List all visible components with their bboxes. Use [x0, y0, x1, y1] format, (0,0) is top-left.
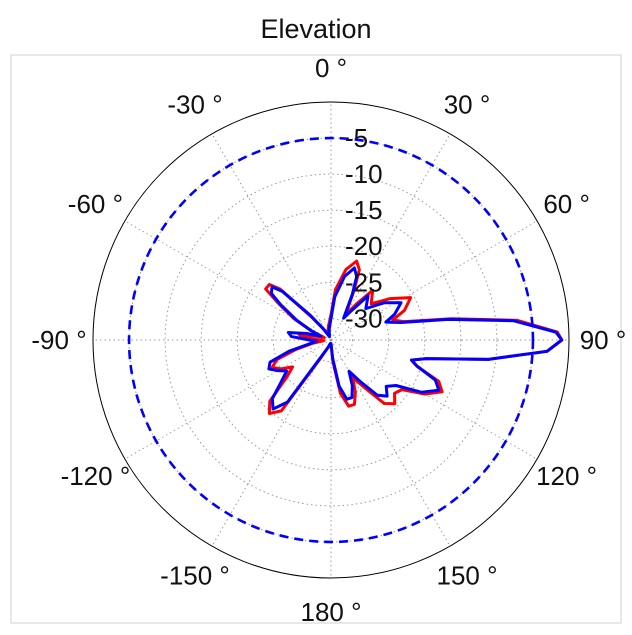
series-layer [127, 136, 564, 544]
series-line-1 [267, 266, 564, 411]
radial-tick-label-3: -20 [345, 231, 383, 261]
angle-spoke-2 [330, 220, 538, 341]
angle-spoke-5 [330, 339, 451, 547]
label-layer: 0 ° 30 ° 60 ° 90 ° 120 ° 150 ° 180 ° -150 ° -120… [31, 53, 626, 627]
angle-tick-label-1: 30 ° [444, 89, 491, 119]
angle-tick-label-2: 60 ° [543, 189, 590, 219]
outer-boundary-circle [92, 101, 570, 579]
radial-grid-circle-3 [236, 245, 426, 435]
angle-spoke-8 [124, 339, 332, 460]
angle-tick-label-9: -90 ° [31, 325, 86, 355]
angle-tick-label-7: -150 ° [160, 561, 230, 591]
series-dashed-reference [127, 136, 535, 544]
angle-spoke-7 [211, 339, 332, 547]
angle-tick-label-0: 0 ° [315, 53, 347, 83]
angle-tick-label-5: 150 ° [436, 561, 497, 591]
radial-tick-label-4: -25 [345, 267, 383, 297]
angle-tick-label-10: -60 ° [68, 189, 123, 219]
angle-tick-label-4: 120 ° [536, 461, 597, 491]
radial-grid-circle-4 [272, 281, 390, 399]
angle-spoke-4 [330, 339, 538, 460]
radial-grid-circle-2 [200, 209, 462, 471]
radial-tick-label-5: -30 [345, 303, 383, 333]
chart-title: Elevation [260, 14, 371, 44]
angle-spoke-11 [211, 133, 332, 341]
angle-spoke-1 [330, 133, 451, 341]
radial-grid-circle-1 [164, 173, 498, 507]
radial-tick-label-1: -10 [345, 159, 383, 189]
angle-tick-label-6: 180 ° [300, 597, 361, 627]
radial-tick-label-0: -5 [345, 123, 368, 153]
angle-tick-label-11: -30 ° [167, 89, 222, 119]
angle-spoke-10 [124, 220, 332, 341]
radial-tick-label-2: -15 [345, 195, 383, 225]
angle-tick-label-3: 90 ° [580, 325, 627, 355]
angle-tick-label-8: -120 ° [61, 461, 131, 491]
